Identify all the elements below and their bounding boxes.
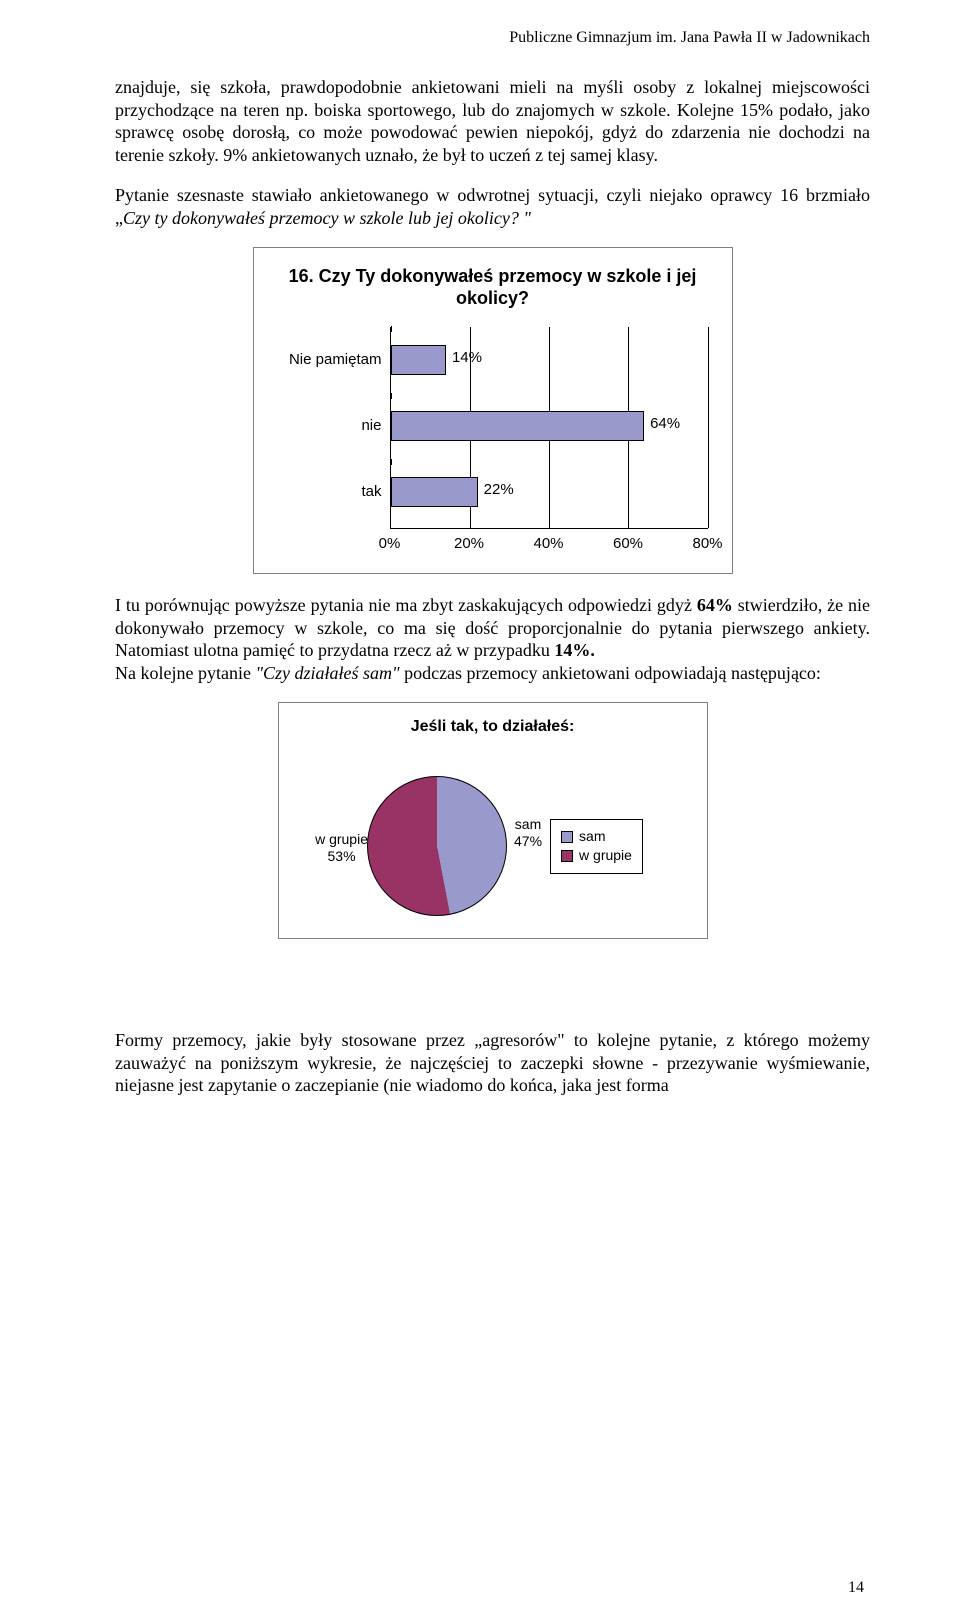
xtick-0: 0% — [379, 535, 401, 554]
paragraph-3: I tu porównując powyższe pytania nie ma … — [115, 594, 870, 662]
p3d: 14%. — [554, 640, 595, 660]
bar-chart-plot: Nie pamiętam nie tak 14% 64% 22% 0% 20% … — [270, 327, 716, 557]
pie — [367, 776, 507, 916]
legend-row-1: w grupie — [561, 847, 632, 865]
page-number: 14 — [848, 1578, 864, 1598]
xtick-1: 20% — [454, 535, 484, 554]
paragraph-5: Formy przemocy, jakie były stosowane prz… — [115, 1029, 870, 1097]
legend-swatch-1 — [561, 850, 573, 862]
paragraph-4: Na kolejne pytanie "Czy działałeś sam" p… — [115, 662, 870, 685]
pie-container: w grupie 53% sam 47% — [342, 776, 532, 916]
bar-x-axis: 0% 20% 40% 60% 80% — [390, 535, 708, 557]
bar-0 — [391, 345, 446, 375]
xtick-4: 80% — [692, 535, 722, 554]
xtick-2: 40% — [533, 535, 563, 554]
p4a: Na kolejne pytanie — [115, 663, 255, 683]
pie-label-2: w grupie 53% — [314, 831, 369, 865]
bar-category-0: Nie pamiętam — [270, 351, 382, 370]
pie-l2-val: 53% — [328, 848, 356, 864]
pie-l1-val: 47% — [514, 833, 542, 849]
bar-value-0: 14% — [452, 349, 482, 368]
p4b: "Czy działałeś sam" — [255, 663, 399, 683]
bar-value-2: 22% — [484, 481, 514, 500]
bar-category-1: nie — [270, 417, 382, 436]
bar-2 — [391, 477, 478, 507]
p4c: podczas przemocy ankietowani odpowiadają… — [400, 663, 821, 683]
pie-l1-name: sam — [515, 816, 541, 832]
p3b: 64% — [697, 595, 733, 615]
para2-quote: Czy ty dokonywałeś przemocy w szkole lub… — [123, 208, 531, 228]
pie-l2-name: w grupie — [315, 831, 368, 847]
bar-chart: 16. Czy Ty dokonywałeś przemocy w szkole… — [253, 247, 733, 574]
pie-label-1: sam 47% — [506, 816, 550, 850]
legend-text-1: w grupie — [579, 847, 632, 865]
bar-value-1: 64% — [650, 415, 680, 434]
pie-chart-title: Jeśli tak, to działałeś: — [293, 717, 693, 736]
page-header: Publiczne Gimnazjum im. Jana Pawła II w … — [115, 28, 870, 48]
legend-row-0: sam — [561, 828, 632, 846]
paragraph-1: znajduje, się szkoła, prawdopodobnie ank… — [115, 76, 870, 166]
p3a: I tu porównując powyższe pytania nie ma … — [115, 595, 697, 615]
pie-chart: Jeśli tak, to działałeś: w grupie 53% sa… — [278, 702, 708, 939]
bar-chart-title: 16. Czy Ty dokonywałeś przemocy w szkole… — [270, 266, 716, 309]
legend-swatch-0 — [561, 831, 573, 843]
legend-text-0: sam — [579, 828, 605, 846]
bar-category-2: tak — [270, 483, 382, 502]
pie-legend: sam w grupie — [550, 819, 643, 874]
paragraph-2: Pytanie szesnaste stawiało ankietowanego… — [115, 184, 870, 229]
bar-1 — [391, 411, 645, 441]
xtick-3: 60% — [613, 535, 643, 554]
